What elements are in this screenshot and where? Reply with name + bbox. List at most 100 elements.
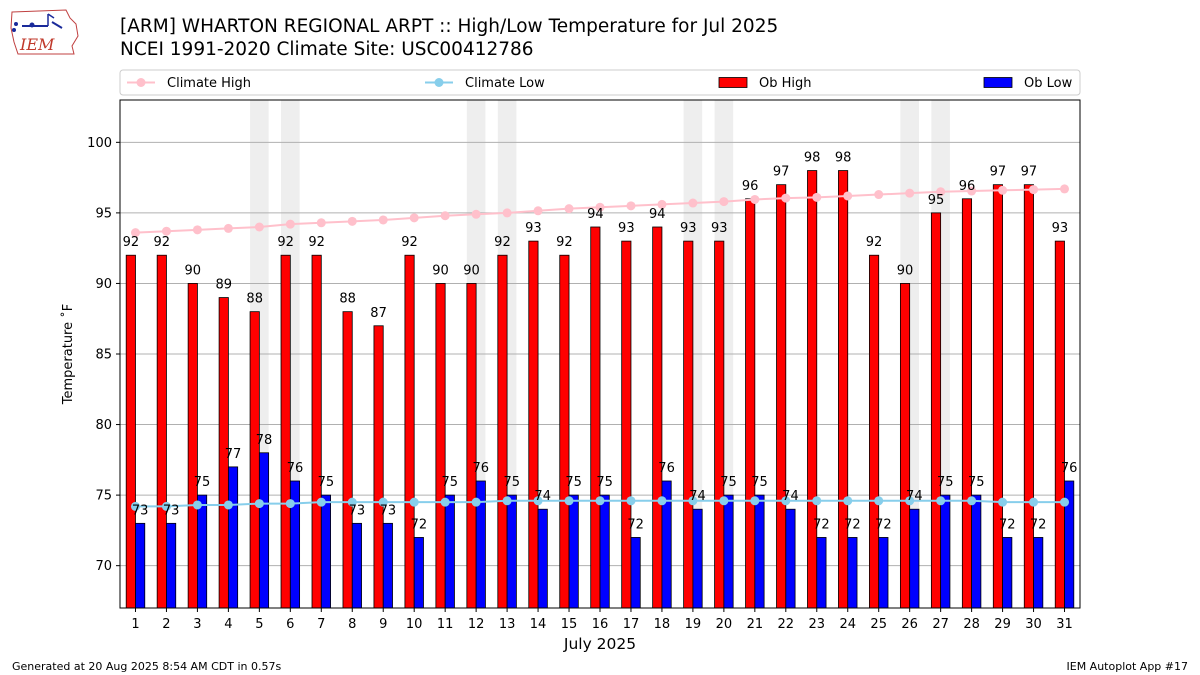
- climate-low-point: [564, 496, 574, 506]
- ob-high-label: 93: [711, 221, 728, 236]
- x-tick-label: 10: [406, 617, 423, 632]
- y-tick-label: 95: [95, 206, 112, 221]
- climate-low-point: [192, 500, 202, 510]
- climate-low-point: [502, 496, 512, 506]
- ob-high-label: 92: [308, 235, 325, 250]
- x-tick-label: 5: [255, 617, 263, 632]
- climate-high-point: [440, 211, 450, 221]
- ob-low-label: 72: [875, 517, 892, 532]
- ob-high-label: 96: [959, 179, 976, 194]
- ob-high-bar: [373, 325, 384, 609]
- chart-title: [ARM] WHARTON REGIONAL ARPT :: High/Low …: [120, 16, 779, 37]
- x-tick-label: 9: [379, 617, 387, 632]
- climate-low-point: [967, 496, 977, 506]
- ob-high-bar: [1054, 240, 1065, 609]
- ob-low-label: 75: [503, 475, 520, 490]
- ob-high-bar: [992, 184, 1003, 609]
- climate-high-point: [967, 186, 977, 196]
- x-tick-label: 30: [1025, 617, 1042, 632]
- ob-low-bar: [537, 508, 548, 609]
- ob-low-label: 74: [689, 489, 706, 504]
- x-tick-label: 16: [592, 617, 609, 632]
- x-tick-label: 25: [870, 617, 887, 632]
- ob-high-bar: [435, 283, 446, 609]
- climate-low-point: [378, 497, 388, 507]
- climate-high-point: [192, 225, 202, 235]
- ob-low-bar: [785, 508, 796, 609]
- climate-low-point: [409, 497, 419, 507]
- bars: [125, 170, 1075, 609]
- climate-high-point: [812, 192, 822, 202]
- ob-low-bar: [568, 494, 579, 609]
- climate-low-point: [874, 496, 884, 506]
- ob-high-bar: [466, 283, 477, 609]
- climate-low-point: [471, 497, 481, 507]
- ob-low-bar: [135, 522, 146, 609]
- ob-high-bar: [497, 254, 508, 609]
- ob-low-label: 76: [1061, 461, 1078, 476]
- ob-low-label: 75: [751, 475, 768, 490]
- ob-high-label: 94: [587, 207, 604, 222]
- ob-low-label: 75: [720, 475, 737, 490]
- x-tick-label: 14: [530, 617, 547, 632]
- ob-low-label: 73: [349, 503, 366, 518]
- climate-high-point: [750, 194, 760, 204]
- ob-high-bar: [1023, 184, 1034, 609]
- climate-high-point: [378, 215, 388, 225]
- climate-high-point: [471, 209, 481, 219]
- y-tick-label: 90: [95, 277, 112, 292]
- x-tick-label: 1: [131, 617, 139, 632]
- climate-low-point: [781, 496, 791, 506]
- iem-logo: IEM: [10, 9, 79, 55]
- climate-high-point: [533, 206, 543, 216]
- ob-low-label: 72: [999, 517, 1016, 532]
- climate-low-point: [1029, 497, 1039, 507]
- ob-high-bar: [311, 254, 322, 609]
- ob-low-label: 78: [256, 433, 273, 448]
- y-tick-label: 100: [87, 136, 112, 151]
- x-tick-label: 6: [286, 617, 294, 632]
- climate-low-point: [595, 496, 605, 506]
- climate-low-point: [316, 497, 326, 507]
- ob-high-label: 89: [215, 278, 232, 293]
- ob-low-swatch: [983, 77, 1013, 88]
- ob-high-bar: [559, 254, 570, 609]
- ob-low-label: 73: [163, 503, 180, 518]
- ob-low-label: 75: [596, 475, 613, 490]
- ob-high-label: 90: [897, 263, 914, 278]
- y-tick-label: 70: [95, 559, 112, 574]
- app-label: IEM Autoplot App #17: [1066, 660, 1189, 673]
- ob-low-label: 75: [318, 475, 335, 490]
- ob-low-bar: [940, 494, 951, 609]
- ob-high-label: 93: [680, 221, 697, 236]
- ob-high-bar: [652, 226, 663, 609]
- ob-low-bar: [878, 537, 889, 609]
- ob-low-label: 75: [194, 475, 211, 490]
- climate-high-point: [161, 226, 171, 236]
- ob-high-bar: [280, 254, 291, 609]
- x-tick-label: 15: [561, 617, 578, 632]
- ob-high-bar: [838, 170, 849, 609]
- ob-high-label: 92: [123, 235, 140, 250]
- climate-low-swatch-marker: [434, 78, 444, 87]
- ob-high-label: 96: [742, 179, 759, 194]
- ob-high-bar: [249, 311, 260, 609]
- ob-low-label: 74: [782, 489, 799, 504]
- x-tick-label: 8: [348, 617, 356, 632]
- ob-high-label: 95: [928, 193, 945, 208]
- legend: Climate High Climate Low Ob High Ob Low: [119, 69, 1081, 96]
- climate-high-point: [409, 213, 419, 223]
- climate-high-point: [502, 208, 512, 218]
- climate-low-point: [440, 497, 450, 507]
- ob-high-label: 92: [401, 235, 418, 250]
- ob-low-bar: [723, 494, 734, 609]
- x-tick-label: 7: [317, 617, 325, 632]
- ob-high-label: 92: [556, 235, 573, 250]
- climate-high-point: [316, 218, 326, 228]
- ob-high-bar: [156, 254, 167, 609]
- ob-high-bar: [528, 240, 539, 609]
- climate-low-point: [626, 496, 636, 506]
- chart-subtitle: NCEI 1991-2020 Climate Site: USC00412786: [120, 39, 534, 60]
- x-tick-label: 17: [623, 617, 640, 632]
